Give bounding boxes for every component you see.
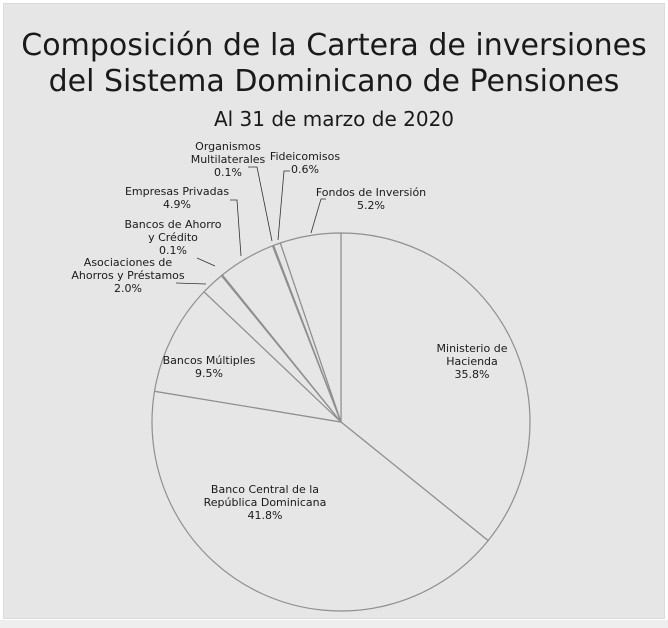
slice-value-label: 2.0% — [114, 282, 142, 295]
slice-label: Bancos de Ahorro y Crédito 0.1% — [124, 218, 221, 257]
slice-value-label: 0.6% — [291, 163, 319, 176]
slice-label: Bancos Múltiples 9.5% — [163, 354, 256, 380]
chart-title: Composición de la Cartera de inversiones… — [0, 28, 668, 100]
slice-label: Ministerio de Hacienda 35.8% — [437, 342, 508, 381]
chart-subtitle: Al 31 de marzo de 2020 — [213, 107, 455, 131]
leader-line — [277, 170, 290, 241]
pie-slice — [279, 232, 342, 423]
slice-name-label: Ministerio de — [437, 342, 508, 355]
slice-name-label: Fondos de Inversión — [316, 186, 426, 199]
slice-value-label: 35.8% — [455, 368, 490, 381]
slice-name-label: Banco Central de la — [211, 483, 319, 496]
slice-name-label: Bancos Múltiples — [163, 354, 256, 367]
slice-name-label: Ahorros y Préstamos — [71, 269, 185, 282]
slice-name-label: Multilaterales — [191, 153, 266, 166]
leader-line — [196, 257, 216, 267]
slice-name-label: Fideicomisos — [270, 150, 340, 163]
chart-title-line-1: Composición de la Cartera de inversiones — [21, 28, 647, 63]
slice-name-label: República Dominicana — [204, 496, 327, 509]
slice-value-label: 41.8% — [248, 509, 283, 522]
leader-line — [310, 198, 326, 234]
pie-slice — [340, 232, 531, 542]
slice-name-label: Organismos — [195, 140, 261, 153]
slice-name-label: Hacienda — [446, 355, 498, 368]
slice-label: Banco Central de la República Dominicana 4… — [204, 483, 327, 522]
slice-label: Empresas Privadas 4.9% — [125, 185, 229, 211]
slice-label: Fideicomisos 0.6% — [270, 150, 340, 176]
leader-line — [175, 282, 207, 285]
slice-value-label: 0.1% — [159, 244, 187, 257]
slice-name-label: y Crédito — [148, 231, 198, 244]
slice-name-label: Bancos de Ahorro — [124, 218, 221, 231]
slice-name-label: Asociaciones de — [84, 256, 173, 269]
chart-title-line-2: del Sistema Dominicano de Pensiones — [48, 64, 620, 99]
slice-label: Asociaciones de Ahorros y Préstamos 2.0% — [71, 256, 185, 295]
leader-line — [230, 199, 242, 257]
pie-slice — [151, 390, 489, 612]
slice-value-label: 5.2% — [357, 199, 385, 212]
pie-slice — [153, 291, 342, 423]
slice-label: Fondos de Inversión 5.2% — [316, 186, 426, 212]
slice-value-label: 0.1% — [214, 166, 242, 179]
slice-value-label: 9.5% — [195, 367, 223, 380]
bottom-strip — [0, 620, 668, 628]
slice-label: Organismos Multilaterales 0.1% — [191, 140, 266, 179]
leader-line — [248, 166, 273, 242]
slice-value-label: 4.9% — [163, 198, 191, 211]
slice-name-label: Empresas Privadas — [125, 185, 229, 198]
